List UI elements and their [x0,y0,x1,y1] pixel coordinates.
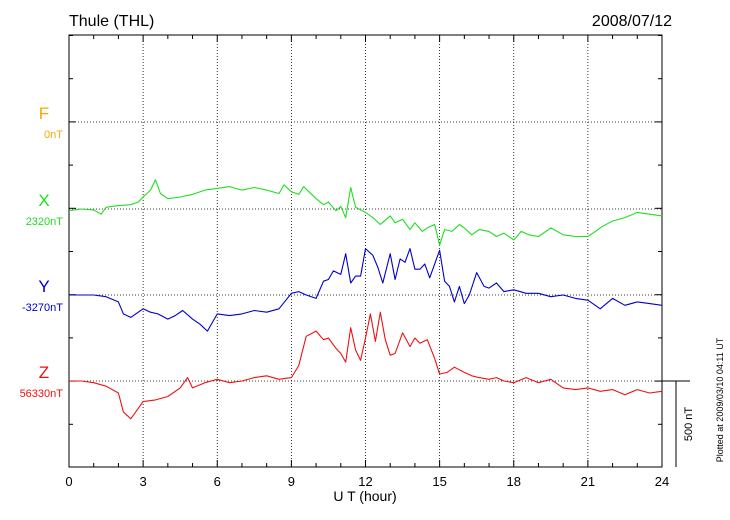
trace-z [69,311,663,420]
x-tick-label-3: 3 [140,474,147,489]
trace-y [69,248,663,332]
channel-name-z: Z [39,363,49,382]
x-tick-label-12: 12 [358,474,372,489]
x-tick-label-9: 9 [288,474,295,489]
channel-baseline-y: -3270nT [22,302,63,314]
trace-x [68,179,663,246]
x-tick-label-0: 0 [65,474,72,489]
date-label: 2008/07/12 [592,13,672,30]
x-axis-label: U T (hour) [333,488,396,504]
traces-group [68,179,663,420]
channel-baseline-x: 2320nT [26,216,64,228]
station-title: Thule (THL) [69,13,154,30]
x-tick-label-15: 15 [432,474,446,489]
channel-name-x: X [38,191,49,210]
x-tick-label-6: 6 [214,474,221,489]
channel-baseline-f: 0nT [44,129,63,141]
channel-baseline-z: 56330nT [20,388,64,400]
channel-name-f: F [39,104,49,123]
scale-bar-label: 500 nT [683,407,695,442]
x-tick-label-24: 24 [655,474,669,489]
plot-frame [68,34,663,468]
x-tick-label-18: 18 [507,474,521,489]
channel-name-y: Y [38,277,49,296]
plotted-note: Plotted at 2009/03/10 04:11 UT [715,337,725,462]
scale-bar: 500 nT [662,380,695,467]
x-tick-label-21: 21 [581,474,595,489]
channel-labels: F 0nT X 2320nT Y -3270nT Z 56330nT [20,104,64,400]
x-tick-labels: 0 3 6 9 12 15 18 21 24 [65,474,669,489]
